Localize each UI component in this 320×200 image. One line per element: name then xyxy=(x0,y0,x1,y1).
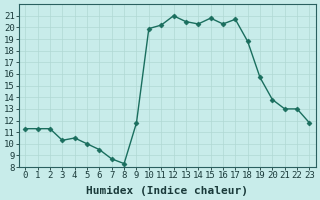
X-axis label: Humidex (Indice chaleur): Humidex (Indice chaleur) xyxy=(86,186,248,196)
